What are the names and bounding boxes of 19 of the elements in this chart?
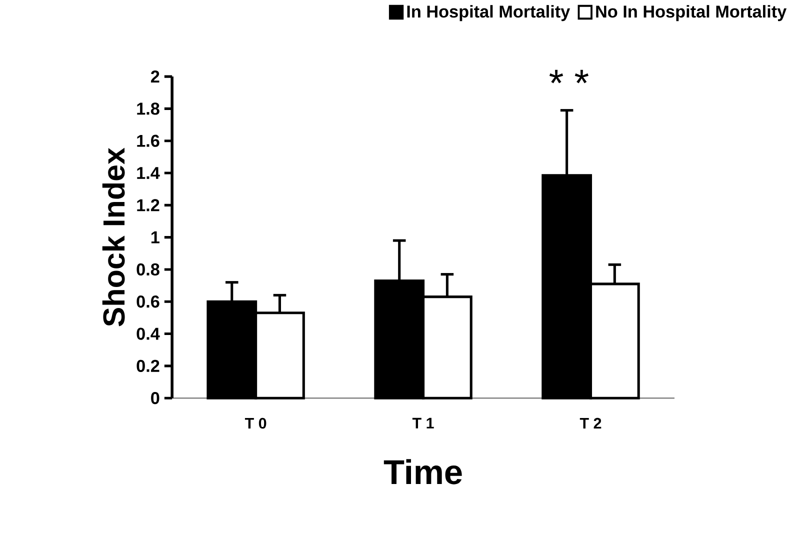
legend-label: In Hospital Mortality xyxy=(407,5,570,22)
y-axis-title: Shock Index xyxy=(102,148,125,326)
y-tick-label: 0 xyxy=(151,392,160,404)
y-tick-label: 0.6 xyxy=(136,295,160,308)
x-axis-title: Time xyxy=(384,459,462,484)
annotation: * * xyxy=(549,70,588,84)
y-tick-label: 1.8 xyxy=(137,102,160,115)
y-tick-label: 1.6 xyxy=(137,134,160,147)
y-tick-label: 0.8 xyxy=(136,263,160,276)
y-tick-label: 0.4 xyxy=(136,328,160,340)
x-tick-label: T 1 xyxy=(412,418,434,428)
x-tick-label: T 0 xyxy=(244,418,266,429)
y-tick-label: 1.4 xyxy=(137,167,160,179)
y-tick-label: 2 xyxy=(150,70,160,82)
legend-label: No In Hospital Mortality xyxy=(596,5,787,22)
x-tick-label: T 2 xyxy=(580,418,602,428)
y-tick-label: 1 xyxy=(151,231,160,244)
y-tick-label: 1.2 xyxy=(137,199,160,212)
y-tick-label: 0.2 xyxy=(136,360,160,372)
